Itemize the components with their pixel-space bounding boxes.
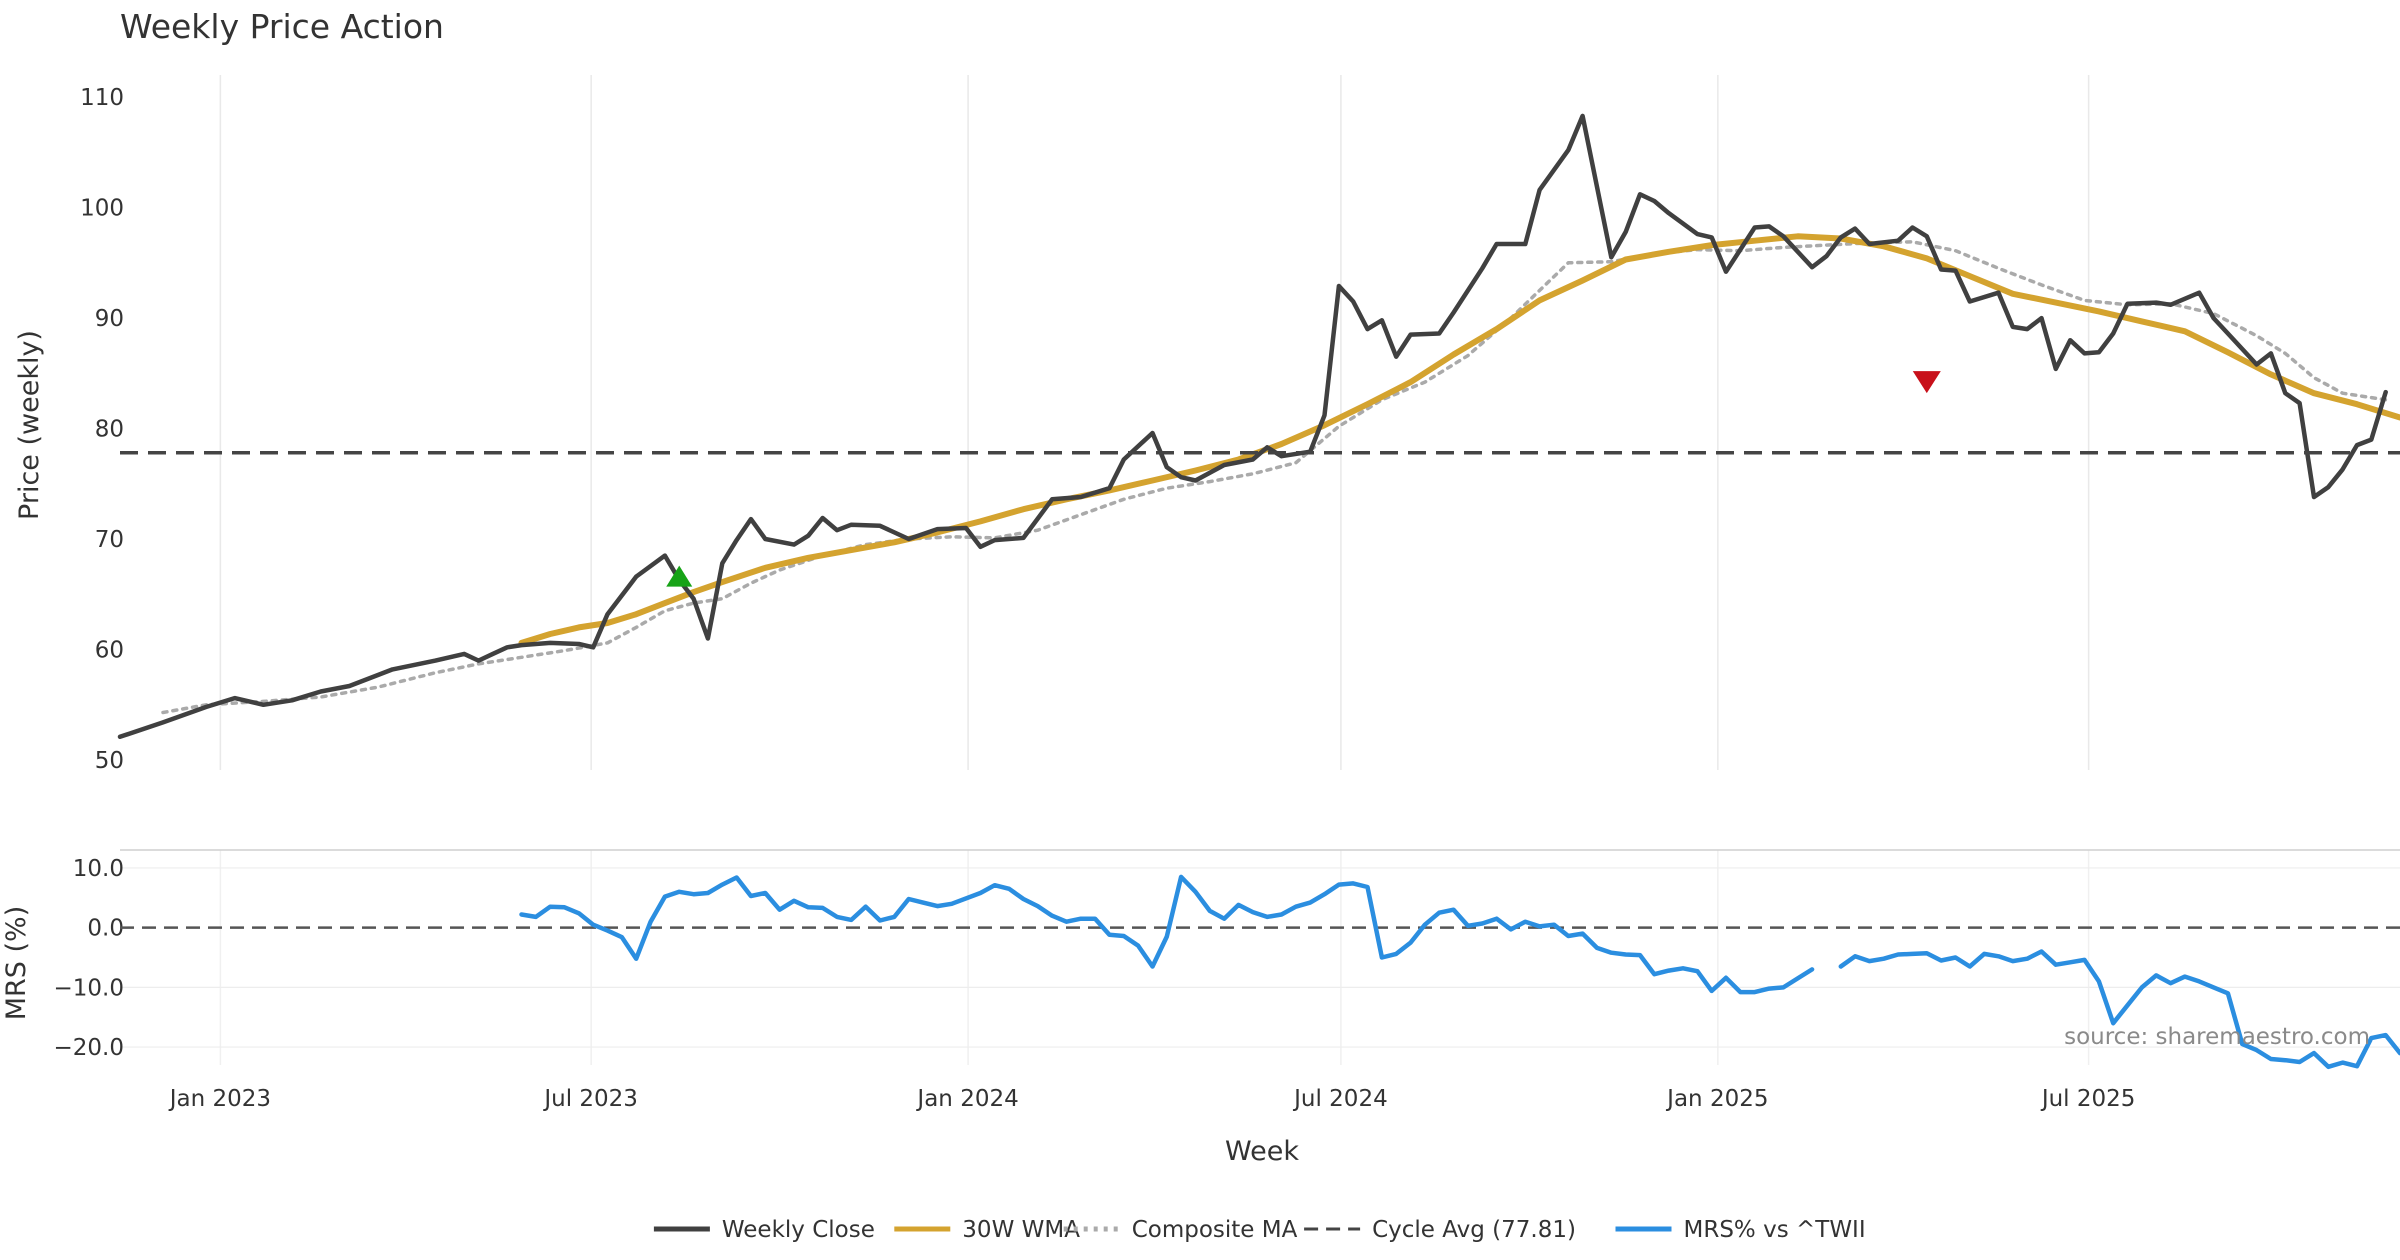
x-axis-label: Week — [1225, 1136, 1299, 1167]
sell-signal-marker — [1912, 371, 1941, 394]
legend-label: Composite MA — [1132, 1217, 1298, 1243]
buy-signal-marker — [666, 565, 693, 587]
mrs-y-tick-label: −10.0 — [54, 975, 124, 1001]
mrs-y-tick-label: 10.0 — [73, 856, 124, 882]
signal-markers — [666, 371, 1941, 587]
price-y-tick-label: 70 — [95, 527, 124, 553]
mrs-y-ticks: 10.0 0.0 −10.0 −20.0 — [54, 856, 124, 1061]
x-axis-ticks: Jan 2023 Jul 2023 Jan 2024 Jul 2024 Jan 2025… — [168, 1086, 2136, 1112]
price-y-tick-label: 80 — [95, 417, 124, 443]
x-tick-label: Jul 2025 — [2040, 1086, 2136, 1112]
x-tick-label: Jan 2023 — [168, 1086, 271, 1112]
price-y-axis-label: Price (weekly) — [14, 330, 45, 520]
legend-label: MRS% vs ^TWII — [1684, 1217, 1866, 1243]
price-y-tick-label: 50 — [95, 748, 124, 774]
mrs-y-tick-label: 0.0 — [87, 916, 124, 942]
series-line-weekly-close — [117, 113, 2388, 740]
series-line-30w-wma — [518, 233, 2400, 646]
price-y-ticks: 50 60 70 80 90 100 110 — [80, 85, 124, 774]
source-note: source: sharemaestro.com — [2064, 1024, 2370, 1050]
x-tick-label: Jan 2024 — [915, 1086, 1018, 1112]
price-series-layer — [117, 113, 2400, 740]
mrs-y-tick-label: −20.0 — [54, 1035, 124, 1061]
price-y-tick-label: 110 — [80, 85, 124, 111]
series-line-composite-ma — [161, 240, 2388, 715]
mrs-series-line — [519, 874, 1815, 995]
chart-legend: Weekly Close 30W WMA Composite MA Cycle Avg… — [653, 1217, 1866, 1243]
legend-label: Weekly Close — [722, 1217, 875, 1243]
x-tick-label: Jan 2025 — [1665, 1086, 1768, 1112]
price-y-tick-label: 100 — [80, 196, 124, 222]
price-y-tick-label: 60 — [95, 638, 124, 664]
legend-label: Cycle Avg (77.81) — [1372, 1217, 1576, 1243]
chart-title: Weekly Price Action — [120, 7, 444, 46]
mrs-series-layer — [120, 874, 2400, 1070]
mrs-y-axis-label: MRS (%) — [1, 906, 32, 1021]
price-grid — [219, 75, 2090, 770]
mrs-series-line — [1838, 949, 2400, 1070]
legend-label: 30W WMA — [962, 1217, 1080, 1243]
mrs-grid — [120, 849, 2400, 1065]
x-tick-label: Jul 2023 — [542, 1086, 638, 1112]
x-tick-label: Jul 2024 — [1292, 1086, 1388, 1112]
price-y-tick-label: 90 — [95, 306, 124, 332]
